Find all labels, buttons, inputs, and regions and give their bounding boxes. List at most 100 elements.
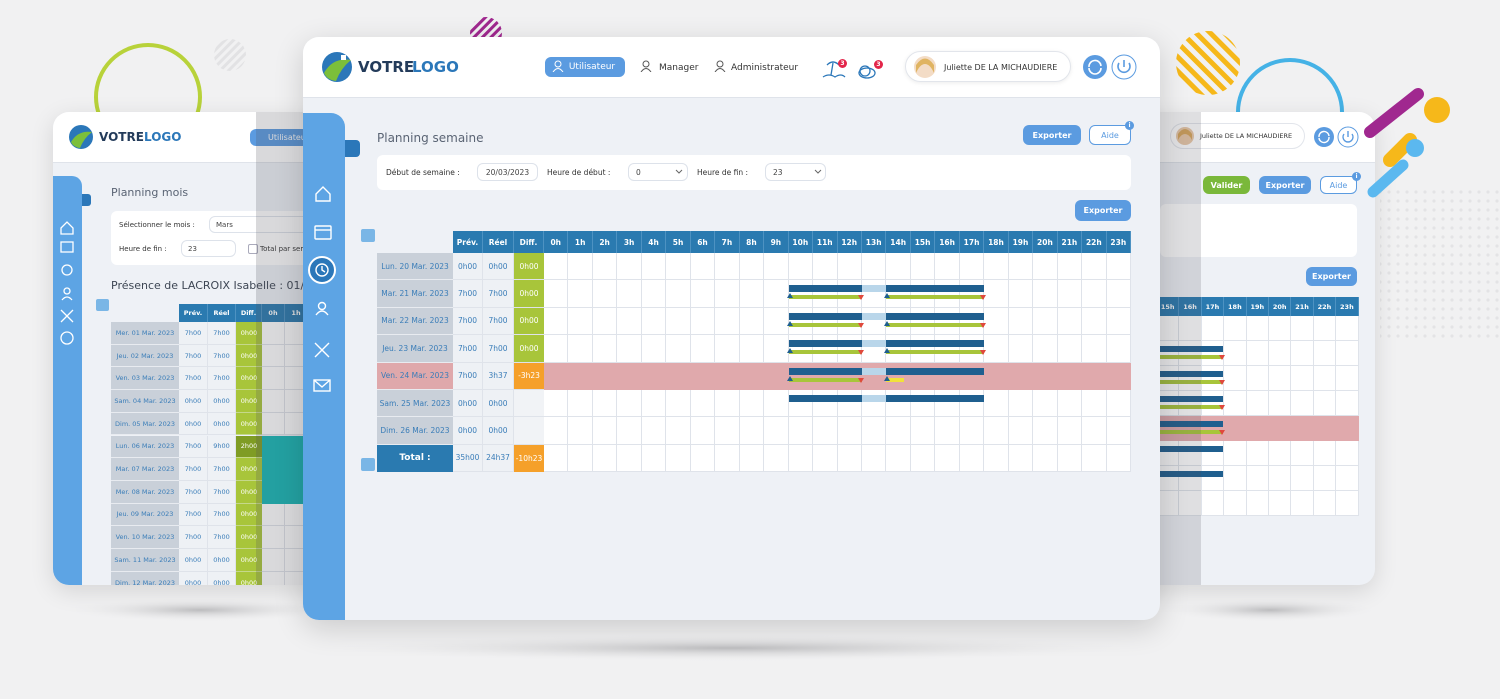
- hour-cell: [592, 280, 618, 308]
- collapse-button[interactable]: [96, 299, 109, 311]
- nav-link[interactable]: Manager: [659, 63, 699, 73]
- hour-cell: [1269, 366, 1292, 391]
- sidebar-icons: [308, 186, 336, 392]
- hour-cell: [1106, 307, 1132, 336]
- hour-cell: [1269, 466, 1292, 491]
- help-button[interactable]: Aide: [1320, 176, 1357, 194]
- badge: 3: [838, 59, 847, 68]
- hour-cell: [641, 335, 667, 363]
- hour-cell: [715, 335, 740, 363]
- hour-cell: [641, 362, 667, 390]
- hour-header: 15h: [1157, 297, 1180, 316]
- avatar: [1176, 127, 1194, 145]
- hour-header: 11h: [813, 231, 838, 253]
- hour-cell: [592, 390, 618, 418]
- nav-button[interactable]: Utilisateur: [545, 57, 625, 77]
- planned-bar: [886, 367, 985, 375]
- hour-cell: [813, 280, 838, 308]
- start-hour-select[interactable]: 0: [628, 163, 688, 181]
- hour-header: 16h: [935, 231, 960, 253]
- marker: [1219, 380, 1225, 385]
- value-cell: 0h00: [179, 549, 208, 572]
- hour-header: 4h: [641, 231, 667, 253]
- export-button[interactable]: Exporter: [1075, 200, 1131, 221]
- nav-button[interactable]: Utilisateur: [250, 129, 320, 146]
- day-cell: Mar. 21 Mar. 2023: [377, 280, 453, 308]
- expand-tab[interactable]: [82, 194, 91, 206]
- checkbox[interactable]: [248, 244, 258, 254]
- hour-cell: [617, 335, 642, 363]
- diff-cell: 0h00: [514, 280, 544, 308]
- hour-header: 16h: [1179, 297, 1202, 316]
- value-cell: 0h00: [179, 412, 208, 436]
- hour-cell: [910, 280, 936, 308]
- hour-cell: [1224, 316, 1247, 341]
- hour-header: 21h: [1057, 231, 1083, 253]
- hour-header: 23h: [1336, 297, 1359, 316]
- hour-cell: [739, 335, 765, 363]
- diff-cell: -3h23: [514, 362, 544, 390]
- hour-cell: [1033, 280, 1058, 308]
- page-title: Planning semaine: [377, 131, 484, 145]
- help-button[interactable]: Aide: [1089, 125, 1131, 145]
- hour-cell: [1336, 491, 1359, 516]
- hour-cell: [910, 335, 936, 363]
- hour-cell: [715, 444, 740, 473]
- hour-header: 17h: [959, 231, 985, 253]
- hour-cell: [1313, 466, 1337, 491]
- hour-cell: [1313, 391, 1337, 416]
- date-input[interactable]: 20/03/2023: [477, 163, 538, 181]
- hour-cell: [739, 307, 765, 336]
- hour-cell: [1291, 441, 1314, 466]
- marker: [980, 350, 987, 356]
- filter-label: Début de semaine :: [386, 168, 460, 177]
- hour-cell: [1179, 316, 1202, 341]
- actual-cell: 7h00: [483, 280, 514, 308]
- hour-header: 15h: [910, 231, 936, 253]
- hour-cell: [568, 280, 593, 308]
- user-pill[interactable]: [1170, 123, 1305, 149]
- hour-cell: [690, 390, 716, 418]
- expand-button[interactable]: [361, 458, 375, 471]
- actual-bar: [788, 322, 862, 327]
- value-cell: 7h00: [179, 322, 208, 345]
- hour-cell: [886, 417, 911, 445]
- hour-header: 19h: [1008, 231, 1034, 253]
- hour-cell: [984, 307, 1009, 336]
- hour-cell: [262, 412, 285, 436]
- hour-cell: [1313, 491, 1337, 516]
- actual-bar: [886, 322, 985, 327]
- hour-cell: [959, 362, 985, 390]
- value-cell: 0h00: [236, 322, 262, 345]
- hour-cell: [1246, 366, 1269, 391]
- hour-header: 23h: [1106, 231, 1132, 253]
- hour-cell: [764, 390, 789, 418]
- filter-label: Heure de fin :: [697, 168, 749, 177]
- column-header: Prév.: [179, 304, 208, 322]
- hour-cell: [764, 280, 789, 308]
- hour-cell: [1291, 366, 1314, 391]
- hour-header: 13h: [861, 231, 887, 253]
- value-cell: 0h00: [208, 571, 236, 585]
- notification-icons: [822, 61, 876, 79]
- hour-select[interactable]: 23: [181, 240, 236, 257]
- day-cell: Sam. 25 Mar. 2023: [377, 390, 453, 418]
- validate-button[interactable]: Valider: [1203, 176, 1250, 194]
- user-pill[interactable]: [905, 51, 1071, 82]
- hour-cell: [886, 362, 911, 390]
- export-button[interactable]: Exporter: [1306, 267, 1357, 286]
- hour-cell: [1057, 280, 1083, 308]
- hour-cell: [935, 307, 960, 336]
- value-cell: 7h00: [208, 480, 236, 504]
- nav-link[interactable]: Administrateur: [731, 63, 799, 73]
- hour-cell: [886, 390, 911, 418]
- collapse-button[interactable]: [361, 229, 375, 242]
- hour-cell: [1106, 362, 1132, 390]
- end-hour-select[interactable]: 23: [765, 163, 826, 181]
- expand-tab[interactable]: [345, 140, 360, 157]
- hour-cell: [544, 417, 569, 445]
- export-button[interactable]: Exporter: [1259, 176, 1311, 194]
- hour-cell: [262, 390, 285, 413]
- export-button[interactable]: Exporter: [1023, 125, 1081, 145]
- hour-cell: [1201, 416, 1225, 441]
